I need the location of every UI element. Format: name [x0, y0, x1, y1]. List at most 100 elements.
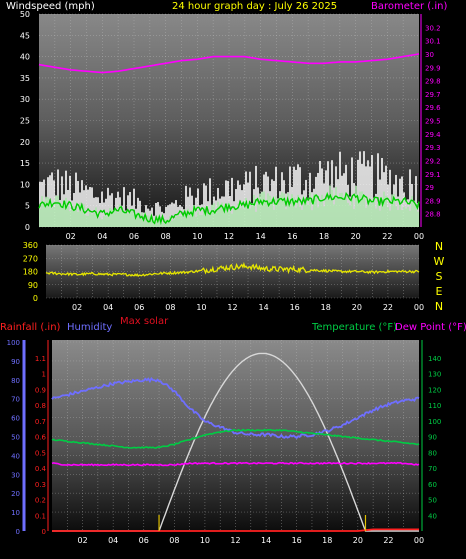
- x-tick-label: 06: [129, 232, 139, 241]
- wind-tick-label: 20: [20, 138, 30, 147]
- dew-point-axis-title: Dew Point (°F): [395, 322, 466, 333]
- temperature-axis-title: Temperature (°F): [311, 322, 397, 333]
- x-tick-label: 02: [72, 303, 82, 312]
- barometer-tick-label: 30.2: [425, 24, 441, 32]
- barometer-line: [38, 53, 420, 74]
- rainfall-tick-label: 0.9: [35, 386, 46, 394]
- x-tick-label: 12: [227, 303, 237, 312]
- humidity-tick-label: 20: [11, 490, 20, 498]
- wind-tick-label: 35: [20, 74, 30, 83]
- humidity-tick-label: 10: [11, 509, 20, 517]
- humidity-tick-label: 40: [11, 452, 20, 460]
- humidity-tick-label: 50: [11, 434, 20, 442]
- compass-letter: E: [436, 285, 443, 298]
- compass-letter: N: [435, 240, 443, 253]
- x-tick-label: 22: [382, 232, 392, 241]
- rainfall-tick-label: 0.6: [35, 434, 47, 442]
- x-tick-label: 16: [292, 536, 302, 545]
- wind-direction-line: [45, 261, 420, 278]
- x-tick-label: 04: [108, 536, 118, 545]
- rainfall-tick-label: 0: [42, 528, 46, 536]
- x-tick-label: 02: [66, 232, 76, 241]
- barometer-tick-label: 28.8: [425, 211, 441, 219]
- x-tick-label: 08: [169, 536, 179, 545]
- wind-tick-label: 15: [20, 159, 30, 168]
- direction-tick-label: 90: [28, 281, 38, 290]
- humidity-line: [51, 377, 420, 440]
- x-tick-label: 14: [261, 536, 271, 545]
- rainfall-tick-label: 0.1: [35, 512, 46, 520]
- wind-tick-label: 40: [20, 53, 30, 62]
- x-tick-label: 04: [103, 303, 113, 312]
- temperature-tick-label: 80: [428, 449, 437, 457]
- x-tick-label: 18: [321, 303, 331, 312]
- rainfall-axis-title: Rainfall (.in): [0, 322, 61, 333]
- barometer-tick-label: 29.8: [425, 78, 441, 86]
- wind-tick-label: 30: [20, 95, 30, 104]
- x-tick-label: 16: [290, 303, 300, 312]
- x-tick-label: 10: [192, 232, 202, 241]
- wind-axis-title: Windspeed (mph): [6, 1, 95, 12]
- barometer-tick-label: 29.3: [425, 144, 441, 152]
- x-tick-label: 16: [287, 232, 297, 241]
- x-tick-label: 12: [230, 536, 240, 545]
- x-tick-label: 14: [256, 232, 266, 241]
- compass-letter: W: [434, 255, 445, 268]
- rainfall-tick-label: 0.7: [35, 418, 46, 426]
- temperature-tick-label: 120: [428, 386, 441, 394]
- humidity-tick-label: 60: [11, 415, 20, 423]
- rainfall-tick-label: 0.8: [35, 402, 46, 410]
- temperature-tick-label: 70: [428, 465, 437, 473]
- x-tick-label: 06: [134, 303, 144, 312]
- humidity-tick-label: 30: [11, 471, 20, 479]
- x-tick-label: 20: [351, 232, 361, 241]
- x-tick-label: 02: [77, 536, 87, 545]
- x-tick-label: 08: [165, 303, 175, 312]
- wind-tick-label: 10: [20, 180, 30, 189]
- max-solar-label: Max solar: [120, 316, 169, 327]
- x-tick-label: 20: [353, 536, 363, 545]
- dew-point-line: [51, 461, 420, 467]
- x-tick-label: 10: [200, 536, 210, 545]
- x-tick-label: 18: [322, 536, 332, 545]
- barometer-tick-label: 30.1: [425, 38, 441, 46]
- barometer-tick-label: 28.9: [425, 197, 441, 205]
- humidity-tick-label: 80: [11, 377, 20, 385]
- x-tick-label: 06: [139, 536, 149, 545]
- humidity-tick-label: 70: [11, 396, 20, 404]
- temperature-line: [51, 428, 420, 450]
- direction-tick-label: 270: [23, 254, 38, 263]
- barometer-axis-title: Barometer (.in): [371, 1, 447, 12]
- humidity-tick-label: 0: [16, 528, 20, 536]
- temperature-tick-label: 130: [428, 371, 441, 379]
- x-tick-label: 00: [414, 536, 424, 545]
- barometer-tick-label: 29.1: [425, 171, 441, 179]
- humidity-axis-title: Humidity: [67, 322, 112, 333]
- wind-tick-label: 45: [20, 31, 30, 40]
- temperature-tick-label: 90: [428, 434, 437, 442]
- x-tick-label: 04: [97, 232, 107, 241]
- barometer-tick-label: 29.2: [425, 157, 441, 165]
- barometer-tick-label: 29.5: [425, 118, 441, 126]
- direction-tick-label: 180: [23, 268, 38, 277]
- x-tick-label: 12: [224, 232, 234, 241]
- wind-tick-label: 25: [20, 117, 30, 126]
- temperature-tick-label: 100: [428, 418, 441, 426]
- x-tick-label: 14: [258, 303, 268, 312]
- wind-average-line: [38, 191, 420, 226]
- x-tick-label: 08: [161, 232, 171, 241]
- x-tick-label: 00: [414, 303, 424, 312]
- humidity-tick-label: 90: [11, 358, 20, 366]
- x-tick-label: 20: [352, 303, 362, 312]
- compass-letter: S: [436, 270, 443, 283]
- temperature-tick-label: 140: [428, 355, 441, 363]
- wind-tick-label: 0: [25, 223, 30, 232]
- rainfall-tick-label: 1.1: [35, 355, 46, 363]
- x-tick-label: 18: [319, 232, 329, 241]
- barometer-tick-label: 29.9: [425, 64, 441, 72]
- barometer-tick-label: 29.4: [425, 131, 441, 139]
- barometer-tick-label: 29.7: [425, 91, 441, 99]
- x-tick-label: 22: [383, 303, 393, 312]
